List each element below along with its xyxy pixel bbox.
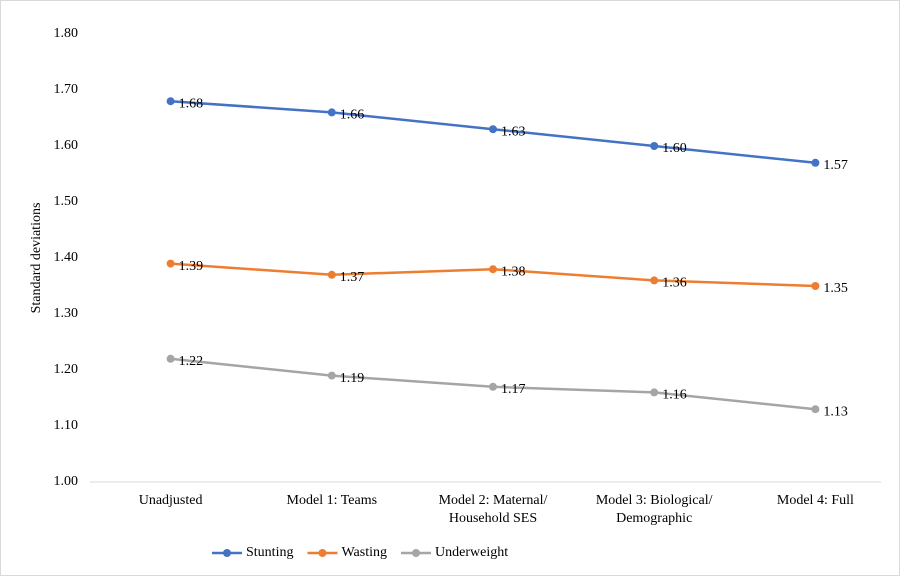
y-tick-label: 1.00 [54, 474, 79, 489]
data-label: 1.57 [823, 158, 848, 173]
y-tick-label: 1.10 [54, 418, 79, 433]
data-point [489, 382, 497, 391]
data-label: 1.13 [823, 404, 848, 419]
data-label: 1.39 [179, 259, 204, 274]
x-tick-label: Model 2: Maternal/Household SES [439, 493, 548, 526]
legend-marker [223, 549, 231, 557]
data-label: 1.63 [501, 124, 526, 139]
data-label: 1.60 [662, 141, 687, 156]
legend-marker [318, 549, 327, 557]
data-label: 1.37 [340, 270, 365, 285]
y-tick-label: 1.20 [54, 362, 79, 377]
data-point [650, 276, 659, 285]
data-label: 1.38 [501, 264, 526, 279]
data-label: 1.19 [340, 371, 365, 386]
data-label: 1.35 [823, 281, 848, 296]
data-point [327, 270, 336, 279]
x-tick-label: Model 4: Full [777, 493, 854, 508]
y-tick-label: 1.50 [54, 194, 79, 209]
y-axis-title: Standard deviations [29, 203, 44, 314]
legend-label: Stunting [246, 545, 293, 560]
x-tick-label: Unadjusted [139, 493, 203, 508]
x-tick-label: Model 1: Teams [287, 493, 378, 508]
data-label: 1.36 [662, 276, 687, 291]
data-label: 1.66 [340, 108, 365, 123]
data-point [327, 108, 336, 117]
data-point [166, 259, 175, 268]
data-label: 1.17 [501, 382, 526, 397]
data-point [811, 158, 820, 167]
legend-marker [412, 549, 421, 557]
data-point [489, 125, 497, 134]
y-tick-label: 1.30 [54, 306, 79, 321]
y-tick-label: 1.70 [54, 82, 79, 97]
x-tick-label: Model 3: Biological/Demographic [596, 493, 713, 526]
y-tick-label: 1.80 [54, 26, 79, 41]
data-label: 1.22 [179, 354, 204, 369]
data-point [811, 282, 820, 290]
y-tick-label: 1.40 [54, 250, 79, 265]
y-tick-label: 1.60 [54, 138, 79, 153]
data-point [650, 388, 659, 397]
legend-label: Wasting [341, 545, 387, 560]
data-point [327, 371, 336, 380]
legend-label: Underweight [435, 545, 508, 560]
data-label: 1.16 [662, 388, 687, 403]
data-point [489, 265, 497, 274]
data-point [166, 354, 175, 363]
data-label: 1.68 [179, 96, 204, 111]
data-point [650, 142, 659, 150]
data-point [166, 97, 175, 106]
data-point [811, 405, 820, 414]
